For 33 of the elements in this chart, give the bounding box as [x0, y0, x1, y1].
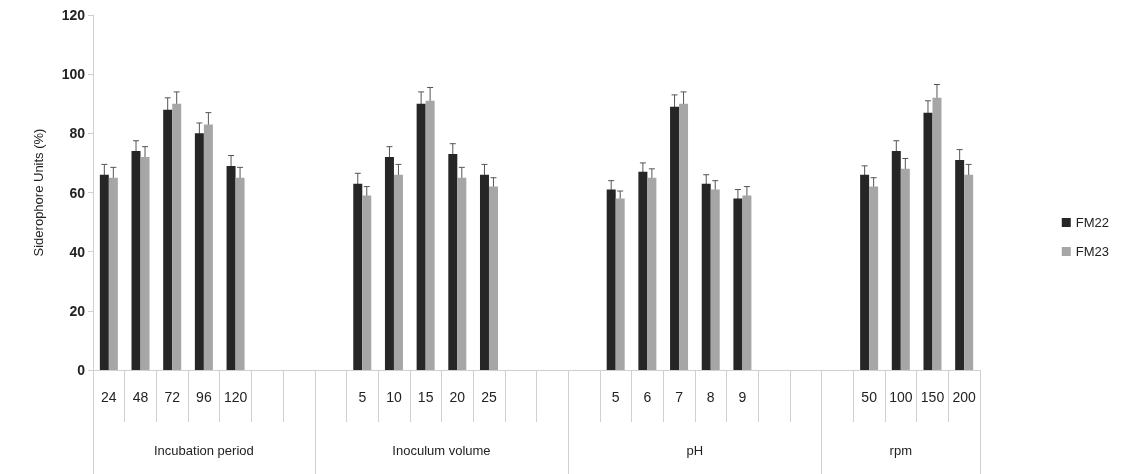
x-tick-label: 200 [952, 389, 977, 405]
x-tick-label: 100 [889, 389, 913, 405]
y-tick-label: 40 [69, 243, 86, 260]
y-tick-label: 100 [61, 66, 86, 83]
x-tick-label: 8 [706, 389, 715, 405]
x-tick-label: 5 [358, 389, 367, 405]
text: rpm [889, 443, 912, 458]
x-tick-label: 50 [861, 389, 878, 405]
x-tick-label: 10 [386, 389, 402, 405]
text: Inoculum volume [392, 443, 491, 458]
text: pH [686, 443, 704, 458]
x-tick-label: 9 [738, 389, 747, 405]
legend-label: FM22 [1075, 215, 1109, 230]
x-tick-label: 150 [920, 389, 945, 405]
y-tick-label: 80 [69, 125, 86, 142]
x-tick-label: 15 [417, 389, 434, 405]
y-tick-label: 120 [61, 7, 86, 23]
x-tick-label: 7 [675, 389, 684, 405]
x-tick-label: 5 [611, 389, 620, 405]
x-tick-label: 20 [449, 389, 466, 405]
y-axis-title: Siderophore Units (%) [31, 128, 46, 257]
text: Incubation period [154, 443, 254, 458]
x-tick-label: 72 [164, 389, 181, 405]
y-tick-label: 20 [69, 302, 86, 319]
x-tick-label: 96 [196, 389, 212, 405]
x-tick-label: 25 [481, 389, 497, 405]
x-tick-label: 6 [643, 389, 652, 405]
x-tick-label: 24 [101, 389, 117, 405]
y-tick-label: 60 [69, 184, 86, 201]
legend-label: FM23 [1075, 244, 1109, 259]
y-tick-label: 0 [77, 362, 86, 378]
x-tick-label: 48 [132, 389, 149, 405]
x-tick-label: 120 [223, 389, 248, 405]
